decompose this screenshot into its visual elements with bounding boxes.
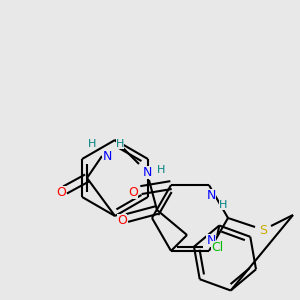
Text: H: H xyxy=(157,165,165,175)
Text: H: H xyxy=(219,200,227,210)
Text: N: N xyxy=(142,166,152,178)
Text: O: O xyxy=(56,185,66,199)
Text: H: H xyxy=(88,139,96,149)
Text: O: O xyxy=(117,214,127,226)
Text: N: N xyxy=(102,149,112,163)
Text: H: H xyxy=(116,139,124,149)
Text: N: N xyxy=(206,189,216,202)
Text: Cl: Cl xyxy=(211,241,224,254)
Text: N: N xyxy=(206,234,216,248)
Text: S: S xyxy=(259,224,267,236)
Text: O: O xyxy=(128,186,138,199)
